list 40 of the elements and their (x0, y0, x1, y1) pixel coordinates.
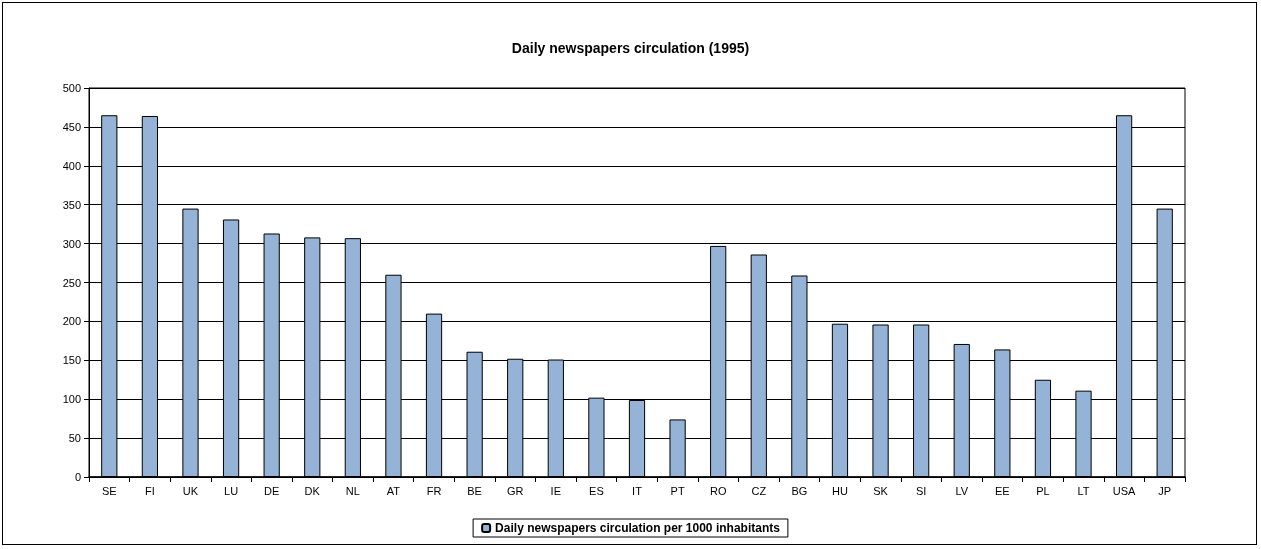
y-tick-label: 100 (62, 393, 81, 406)
y-tick-label: 150 (62, 354, 81, 367)
x-tick-label: LU (224, 484, 239, 497)
x-tick-label: ES (589, 484, 604, 497)
x-tick-label: IT (632, 484, 643, 497)
x-tick-label: SE (101, 484, 117, 497)
x-tick-label: EE (994, 484, 1010, 497)
y-tick-label: 450 (62, 120, 81, 133)
x-tick-label: FR (426, 484, 442, 497)
x-tick-label: USA (1112, 484, 1137, 497)
x-tick-label: IE (550, 484, 562, 497)
x-tick-label: UK (182, 484, 199, 497)
x-tick-label: NL (345, 484, 360, 497)
x-tick-label: PL (1036, 484, 1050, 497)
x-tick-label: PT (670, 484, 685, 497)
legend-label: Daily newspapers circulation per 1000 inhabitants (495, 521, 781, 535)
y-tick-label: 50 (68, 432, 81, 445)
y-tick-label: 350 (62, 198, 81, 211)
x-tick-label: LT (1077, 484, 1090, 497)
x-tick-label: DK (304, 484, 321, 497)
chart-title: Daily newspapers circulation (1995) (511, 40, 750, 56)
y-tick-label: 0 (74, 471, 81, 483)
x-tick-label: BG (791, 484, 808, 497)
y-tick-label: 250 (62, 276, 81, 289)
x-tick-label: FI (145, 484, 155, 497)
x-tick-label: HU (832, 484, 848, 497)
y-tick-label: 200 (62, 315, 81, 328)
x-tick-label: LV (955, 484, 969, 497)
x-tick-label: AT (386, 484, 401, 497)
y-tick-label: 500 (62, 82, 81, 94)
x-tick-label: SK (873, 484, 889, 497)
x-tick-label: DE (264, 484, 280, 497)
x-tick-label: GR (506, 484, 524, 497)
x-tick-label: RO (709, 484, 727, 497)
x-tick-label: CZ (751, 484, 767, 497)
x-tick-label: SI (915, 484, 927, 497)
x-tick-label: BE (467, 484, 482, 497)
y-tick-label: 300 (62, 237, 81, 250)
y-tick-label: 400 (62, 159, 81, 172)
x-tick-label: JP (1158, 484, 1172, 497)
